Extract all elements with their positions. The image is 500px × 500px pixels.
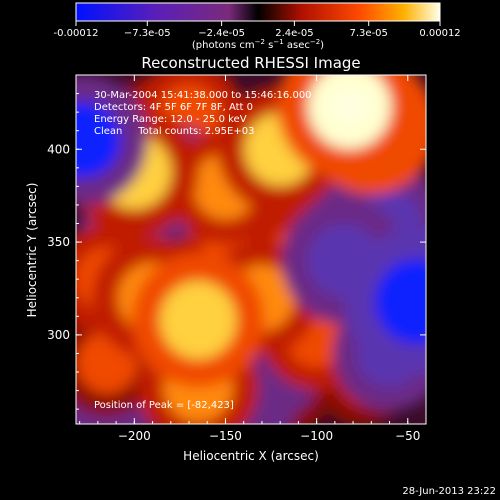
render-timestamp: 28-Jun-2013 23:22 — [402, 486, 496, 497]
x-tick-label: −50 — [395, 429, 420, 443]
plot-frame — [75, 74, 427, 425]
heatmap-plot: −200 −150 −100 −50 400 350 300 — [47, 74, 427, 443]
peak-core — [329, 88, 370, 125]
x-tick-label: −100 — [300, 429, 333, 443]
colorbar-tick-label: 2.4e-05 — [275, 28, 313, 39]
colorbar-gradient — [75, 2, 441, 22]
chart-title: Reconstructed RHESSI Image — [141, 54, 360, 72]
annotation-detectors: Detectors: 4F 5F 6F 7F 8F, Att 0 — [94, 102, 253, 113]
colorbar-unit-label: (photons cm−2 s−1 asec−2) — [192, 38, 324, 51]
y-tick-label: 300 — [47, 328, 70, 342]
x-tick-label: −150 — [209, 429, 242, 443]
y-tick-label: 400 — [47, 142, 70, 156]
colorbar-tick-label: −2.4e-05 — [198, 28, 245, 39]
y-tick-label: 350 — [47, 235, 70, 249]
peak-position-label: Position of Peak = [-82,423] — [94, 400, 234, 411]
colorbar-tick-label: 0.00012 — [419, 28, 460, 39]
colorbar-ticks: -0.00012 −7.3e-05 −2.4e-05 2.4e-05 7.3e-05 0.… — [54, 21, 461, 39]
x-tick-label: −200 — [118, 429, 151, 443]
annotation-counts: Clean Total counts: 2.95E+03 — [94, 126, 254, 137]
axis-ticks: −200 −150 −100 −50 400 350 300 — [47, 74, 427, 443]
colorbar: -0.00012 −7.3e-05 −2.4e-05 2.4e-05 7.3e-05 0.… — [54, 2, 461, 51]
annotation-time-range: 30-Mar-2004 15:41:38.000 to 15:46:16.000 — [94, 90, 312, 101]
annotation-energy-range: Energy Range: 12.0 - 25.0 keV — [94, 114, 247, 125]
colorbar-tick-label: 7.3e-05 — [350, 28, 388, 39]
heatmap-blob — [159, 280, 237, 360]
colorbar-tick-label: −7.3e-05 — [124, 28, 171, 39]
heatmap-image — [76, 75, 426, 424]
y-axis-label: Heliocentric Y (arcsec) — [25, 183, 39, 318]
colorbar-tick-label: -0.00012 — [54, 28, 99, 39]
info-overlay: 30-Mar-2004 15:41:38.000 to 15:46:16.000… — [94, 90, 312, 411]
heatmap-blob — [76, 102, 121, 178]
heatmap-blob — [375, 259, 426, 344]
x-axis-label: Heliocentric X (arcsec) — [183, 449, 319, 463]
